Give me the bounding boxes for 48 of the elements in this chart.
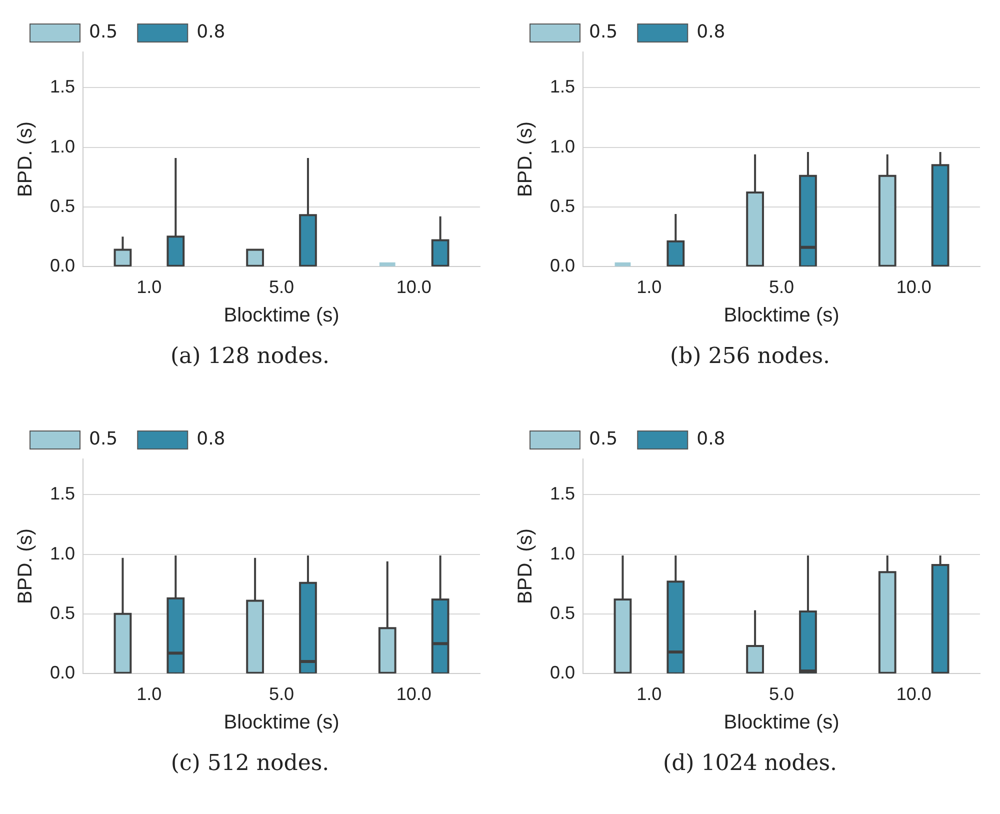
y-tick-label: 0.0 — [50, 662, 76, 682]
text: (b) 256 nodes. — [668, 344, 832, 369]
y-tick-label: 1.5 — [50, 484, 76, 504]
x-tick-label: 1.0 — [636, 277, 662, 298]
text: (c) 512 nodes. — [170, 751, 330, 776]
y-tick-label: 1.0 — [50, 136, 76, 156]
x-axis-title: Blocktime (s) — [224, 304, 340, 327]
y-tick-label: 1.5 — [550, 76, 576, 97]
x-tick-label: 10.0 — [396, 684, 432, 704]
text: (d) 1024 nodes. — [662, 751, 838, 776]
x-axis-title: Blocktime (s) — [724, 304, 840, 327]
x-tick-label: 10.0 — [896, 684, 932, 704]
legend-label: 0.8 — [696, 22, 726, 43]
y-axis-title: BPD. (s) — [514, 528, 537, 604]
x-tick-label: 1.0 — [636, 684, 662, 704]
legend-label: 0.8 — [696, 428, 726, 450]
y-tick-label: 0.0 — [50, 255, 76, 276]
y-axis-title: BPD. (s) — [14, 528, 37, 604]
legend-label: 0.8 — [196, 428, 226, 450]
y-axis-title: BPD. (s) — [514, 121, 537, 197]
legend-label: 0.5 — [89, 428, 118, 450]
x-tick-label: 5.0 — [268, 277, 294, 298]
y-tick-label: 0.5 — [550, 602, 576, 623]
x-tick-label: 1.0 — [136, 684, 162, 704]
y-tick-label: 1.5 — [50, 76, 76, 97]
text: (a) 128 nodes. — [169, 344, 331, 369]
y-tick-label: 1.0 — [50, 543, 76, 564]
x-tick-label: 1.0 — [136, 277, 162, 298]
y-tick-label: 0.5 — [50, 196, 76, 216]
x-axis-title: Blocktime (s) — [224, 712, 340, 734]
y-tick-label: 0.5 — [50, 602, 76, 623]
legend-label: 0.5 — [89, 22, 118, 43]
y-tick-label: 1.0 — [550, 136, 576, 156]
legend-label: 0.8 — [196, 22, 226, 43]
x-tick-label: 5.0 — [768, 277, 794, 298]
legend-label: 0.5 — [589, 428, 618, 450]
y-tick-label: 0.5 — [550, 196, 576, 216]
x-tick-label: 10.0 — [396, 277, 432, 298]
x-tick-label: 10.0 — [896, 277, 932, 298]
y-tick-label: 1.5 — [550, 484, 576, 504]
y-axis-title: BPD. (s) — [14, 121, 37, 197]
x-tick-label: 5.0 — [268, 684, 294, 704]
y-tick-label: 1.0 — [550, 543, 576, 564]
x-axis-title: Blocktime (s) — [724, 712, 840, 734]
y-tick-label: 0.0 — [550, 255, 576, 276]
legend-label: 0.5 — [589, 22, 618, 43]
y-tick-label: 0.0 — [550, 662, 576, 682]
x-tick-label: 5.0 — [768, 684, 794, 704]
